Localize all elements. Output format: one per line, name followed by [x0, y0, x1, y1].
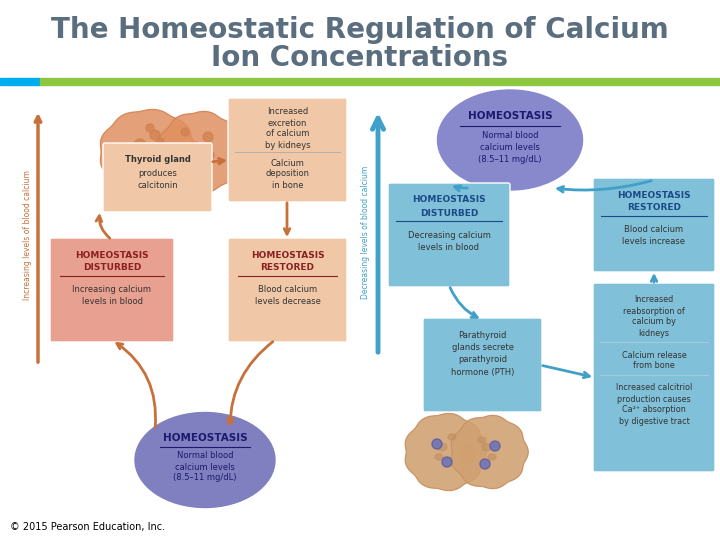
- Text: produces: produces: [138, 168, 177, 178]
- Ellipse shape: [140, 157, 150, 167]
- Text: HOMEOSTASIS: HOMEOSTASIS: [163, 433, 247, 443]
- Ellipse shape: [492, 442, 498, 449]
- FancyBboxPatch shape: [228, 98, 347, 202]
- Ellipse shape: [442, 457, 452, 467]
- Polygon shape: [158, 111, 243, 193]
- Text: calcitonin: calcitonin: [138, 181, 178, 191]
- Text: HOMEOSTASIS: HOMEOSTASIS: [617, 191, 690, 199]
- Ellipse shape: [448, 434, 456, 440]
- Ellipse shape: [135, 413, 275, 508]
- FancyBboxPatch shape: [388, 183, 510, 287]
- Text: Increasing calcium: Increasing calcium: [73, 286, 151, 294]
- Ellipse shape: [478, 437, 486, 443]
- Polygon shape: [461, 444, 473, 460]
- Text: Decreasing levels of blood calcium: Decreasing levels of blood calcium: [361, 165, 371, 299]
- Polygon shape: [405, 414, 486, 490]
- Ellipse shape: [437, 443, 447, 451]
- Text: reabsorption of: reabsorption of: [623, 307, 685, 315]
- Text: by digestive tract: by digestive tract: [618, 416, 689, 426]
- FancyBboxPatch shape: [228, 238, 347, 342]
- Text: DISTURBED: DISTURBED: [83, 264, 141, 273]
- Text: by kidneys: by kidneys: [265, 140, 310, 150]
- Text: HOMEOSTASIS: HOMEOSTASIS: [412, 195, 486, 205]
- Ellipse shape: [444, 458, 451, 465]
- Text: The Homeostatic Regulation of Calcium: The Homeostatic Regulation of Calcium: [51, 16, 669, 44]
- Text: excretion: excretion: [268, 118, 307, 127]
- Text: Thyroid gland: Thyroid gland: [125, 156, 190, 165]
- Polygon shape: [451, 415, 528, 489]
- Text: levels in blood: levels in blood: [81, 298, 143, 307]
- Text: (8.5–11 mg/dL): (8.5–11 mg/dL): [174, 474, 237, 483]
- FancyBboxPatch shape: [50, 238, 174, 342]
- Text: Calcium release: Calcium release: [621, 350, 686, 360]
- Text: Increased calcitriol: Increased calcitriol: [616, 383, 692, 393]
- Ellipse shape: [146, 124, 154, 132]
- FancyBboxPatch shape: [593, 178, 715, 272]
- Ellipse shape: [432, 439, 442, 449]
- Text: production causes: production causes: [617, 395, 690, 403]
- Ellipse shape: [206, 151, 214, 159]
- Ellipse shape: [134, 139, 146, 151]
- Text: deposition: deposition: [266, 170, 310, 179]
- Text: RESTORED: RESTORED: [261, 264, 315, 273]
- Text: levels decrease: levels decrease: [255, 298, 320, 307]
- Text: glands secrete: glands secrete: [451, 343, 513, 353]
- Ellipse shape: [482, 443, 492, 451]
- Text: RESTORED: RESTORED: [627, 204, 681, 213]
- Text: DISTURBED: DISTURBED: [420, 208, 478, 218]
- Text: Ca²⁺ absorption: Ca²⁺ absorption: [622, 406, 686, 415]
- Ellipse shape: [480, 459, 490, 469]
- Text: calcium levels: calcium levels: [480, 144, 540, 152]
- Text: from bone: from bone: [633, 361, 675, 370]
- Text: Increased: Increased: [267, 107, 308, 117]
- Ellipse shape: [488, 454, 496, 460]
- Text: hormone (PTH): hormone (PTH): [451, 368, 514, 376]
- Ellipse shape: [181, 128, 189, 136]
- Text: Calcium: Calcium: [271, 159, 305, 167]
- Ellipse shape: [131, 151, 139, 159]
- Text: Blood calcium: Blood calcium: [258, 286, 317, 294]
- Text: levels increase: levels increase: [623, 238, 685, 246]
- Text: Increased: Increased: [634, 295, 674, 305]
- Text: kidneys: kidneys: [639, 328, 670, 338]
- Bar: [40, 78, 720, 85]
- FancyBboxPatch shape: [423, 318, 542, 412]
- Text: Blood calcium: Blood calcium: [624, 226, 683, 234]
- Ellipse shape: [433, 441, 441, 448]
- Ellipse shape: [194, 158, 202, 166]
- Text: levels in blood: levels in blood: [418, 242, 480, 252]
- Text: © 2015 Pearson Education, Inc.: © 2015 Pearson Education, Inc.: [10, 522, 165, 532]
- Ellipse shape: [150, 130, 160, 140]
- Text: calcium levels: calcium levels: [175, 462, 235, 471]
- Polygon shape: [158, 165, 188, 170]
- Text: Decreasing calcium: Decreasing calcium: [408, 231, 490, 240]
- Ellipse shape: [203, 132, 213, 142]
- Text: Increasing levels of blood calcium: Increasing levels of blood calcium: [24, 170, 32, 300]
- Ellipse shape: [190, 142, 200, 152]
- Ellipse shape: [482, 461, 488, 468]
- Text: in bone: in bone: [271, 180, 303, 190]
- Text: HOMEOSTASIS: HOMEOSTASIS: [468, 111, 552, 121]
- Text: (8.5–11 mg/dL): (8.5–11 mg/dL): [478, 156, 541, 165]
- Text: HOMEOSTASIS: HOMEOSTASIS: [251, 251, 324, 260]
- Text: Parathyroid: Parathyroid: [459, 332, 507, 341]
- Ellipse shape: [490, 441, 500, 451]
- Text: HOMEOSTASIS: HOMEOSTASIS: [75, 251, 149, 260]
- Bar: [0, 78, 40, 85]
- Polygon shape: [101, 110, 197, 194]
- Text: calcium by: calcium by: [632, 318, 676, 327]
- Ellipse shape: [156, 138, 164, 146]
- FancyBboxPatch shape: [103, 143, 212, 212]
- FancyBboxPatch shape: [593, 283, 715, 472]
- Ellipse shape: [438, 90, 582, 190]
- Text: Normal blood: Normal blood: [482, 132, 539, 140]
- Text: Normal blood: Normal blood: [176, 451, 233, 461]
- Ellipse shape: [435, 454, 443, 460]
- Text: of calcium: of calcium: [266, 130, 309, 138]
- Text: Ion Concentrations: Ion Concentrations: [212, 44, 508, 72]
- Text: parathyroid: parathyroid: [458, 355, 507, 364]
